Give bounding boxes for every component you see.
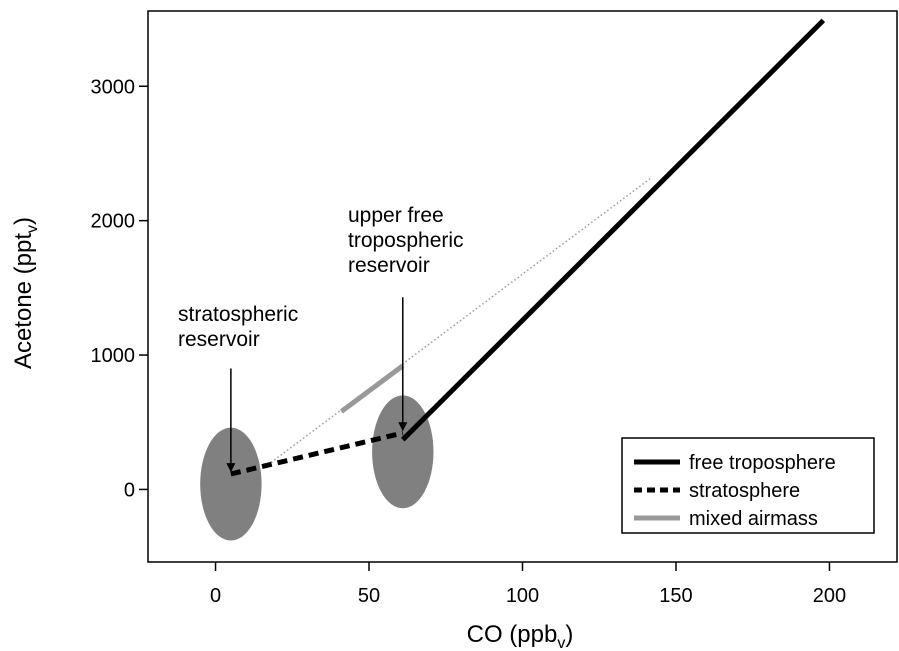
series-mixed-airmass: [339, 363, 405, 414]
legend-label-mixed-airmass: mixed airmass: [689, 508, 818, 530]
y-axis-title: Acetone (pptv): [10, 217, 41, 369]
reservoirs: [200, 395, 434, 541]
annotation-stratospheric-reservoir: stratospheric reservoir: [178, 303, 298, 351]
x-tick-label-150: 150: [659, 585, 692, 607]
x-tick-label-100: 100: [506, 585, 539, 607]
x-axis-title: CO (ppbv): [467, 621, 574, 651]
series-free-troposphere: [401, 18, 826, 442]
annotation-upper-free-tropospheric-reservoir: upper free tropospheric reservoir: [348, 204, 464, 277]
annotations: stratospheric reservoir upper free troposph…: [178, 204, 464, 473]
y-tick-label-0: 0: [124, 479, 135, 501]
x-axis: 0 50 100 150 200: [210, 562, 846, 607]
legend-label-stratosphere: stratosphere: [689, 480, 800, 502]
series-layer: [230, 18, 826, 477]
x-tick-label-200: 200: [813, 585, 846, 607]
x-tick-label-50: 50: [358, 585, 380, 607]
y-tick-label-2000: 2000: [91, 211, 136, 233]
y-tick-label-1000: 1000: [91, 345, 136, 367]
reservoir-stratospheric: [200, 427, 262, 541]
x-tick-label-0: 0: [210, 585, 221, 607]
y-tick-label-3000: 3000: [91, 76, 136, 98]
mixing-line-layer: [264, 177, 652, 468]
legend-label-free-troposphere: free troposphere: [689, 452, 836, 474]
series-stratosphere: [230, 430, 404, 477]
mixing-line: [264, 177, 652, 468]
y-axis: 0 1000 2000 3000: [91, 76, 148, 501]
legend: free troposphere stratosphere mixed airmas…: [621, 437, 875, 534]
